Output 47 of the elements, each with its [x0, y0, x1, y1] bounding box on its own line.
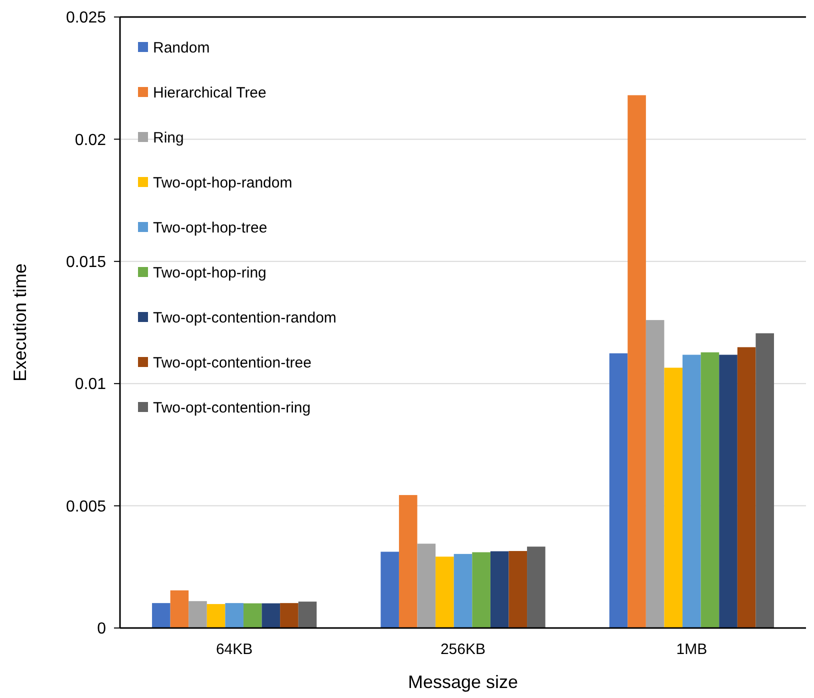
bar [508, 551, 528, 628]
legend-label: Two-opt-hop-random [153, 174, 292, 192]
legend-label: Two-opt-hop-ring [153, 264, 266, 282]
legend-label: Random [153, 39, 210, 56]
y-tick-label: 0.025 [66, 10, 106, 27]
x-tick-label: 64KB [216, 641, 253, 658]
bar [398, 495, 418, 628]
bar [206, 604, 226, 628]
x-axis-title: Message size [408, 672, 518, 692]
bar [700, 352, 720, 628]
legend-label: Two-opt-contention-random [153, 309, 336, 326]
y-tick-label: 0.015 [66, 254, 106, 271]
y-tick-label: 0 [97, 620, 106, 638]
bar [756, 333, 774, 628]
bar [490, 551, 509, 628]
legend-label: Hierarchical Tree [153, 84, 266, 102]
y-axis-title: Execution time [10, 263, 30, 382]
bar [646, 320, 664, 628]
bar [170, 590, 189, 628]
bar [298, 602, 317, 628]
bar [527, 546, 546, 628]
legend-label: Two-opt-hop-tree [153, 219, 268, 236]
bar [436, 556, 454, 628]
bar [719, 354, 738, 628]
bar [280, 603, 298, 628]
bar [454, 554, 472, 628]
bar [188, 601, 207, 628]
bar [664, 368, 683, 628]
bar [225, 603, 244, 628]
bar [628, 95, 646, 628]
y-tick-label: 0.01 [74, 376, 106, 394]
bar [472, 552, 490, 628]
bar [152, 603, 170, 628]
legend-label: Two-opt-contention-ring [153, 399, 311, 416]
bar [262, 603, 280, 628]
legend-label: Two-opt-contention-tree [153, 354, 312, 372]
bar [380, 552, 399, 628]
bar [609, 353, 628, 628]
bar [737, 347, 756, 628]
bar [243, 603, 262, 628]
bar [682, 354, 701, 628]
legend-label: Ring [153, 129, 184, 146]
x-tick-label: 1MB [676, 641, 708, 658]
x-tick-label: 256KB [440, 641, 486, 658]
y-tick-label: 0.005 [66, 498, 106, 516]
y-tick-label: 0.02 [74, 132, 106, 149]
bar [417, 544, 436, 628]
